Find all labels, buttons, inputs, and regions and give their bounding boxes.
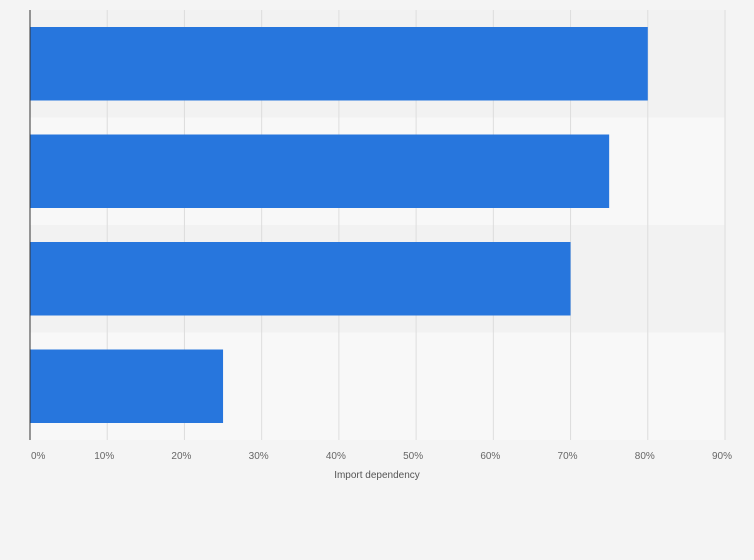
x-tick-label-70pct: 70% bbox=[558, 451, 578, 462]
bar-3[interactable] bbox=[30, 242, 571, 316]
bar-4[interactable] bbox=[30, 349, 224, 424]
x-tick-label-0pct: 0% bbox=[31, 451, 46, 462]
x-tick-label-80pct: 80% bbox=[635, 451, 655, 462]
x-axis-ticks: 0% 10% 20% 30% 40% 50% 60% 70% 80% 90% bbox=[31, 451, 732, 462]
bars bbox=[30, 27, 648, 423]
bar-2[interactable] bbox=[30, 134, 610, 209]
x-tick-label-50pct: 50% bbox=[403, 451, 423, 462]
x-axis-title: Import dependency bbox=[334, 470, 420, 481]
x-tick-label-20pct: 20% bbox=[171, 451, 191, 462]
x-tick-label-60pct: 60% bbox=[480, 451, 500, 462]
bar-1[interactable] bbox=[30, 27, 648, 101]
x-tick-label-30pct: 30% bbox=[249, 451, 269, 462]
x-tick-label-40pct: 40% bbox=[326, 451, 346, 462]
x-tick-label-10pct: 10% bbox=[94, 451, 114, 462]
x-tick-label-90pct: 90% bbox=[712, 451, 732, 462]
